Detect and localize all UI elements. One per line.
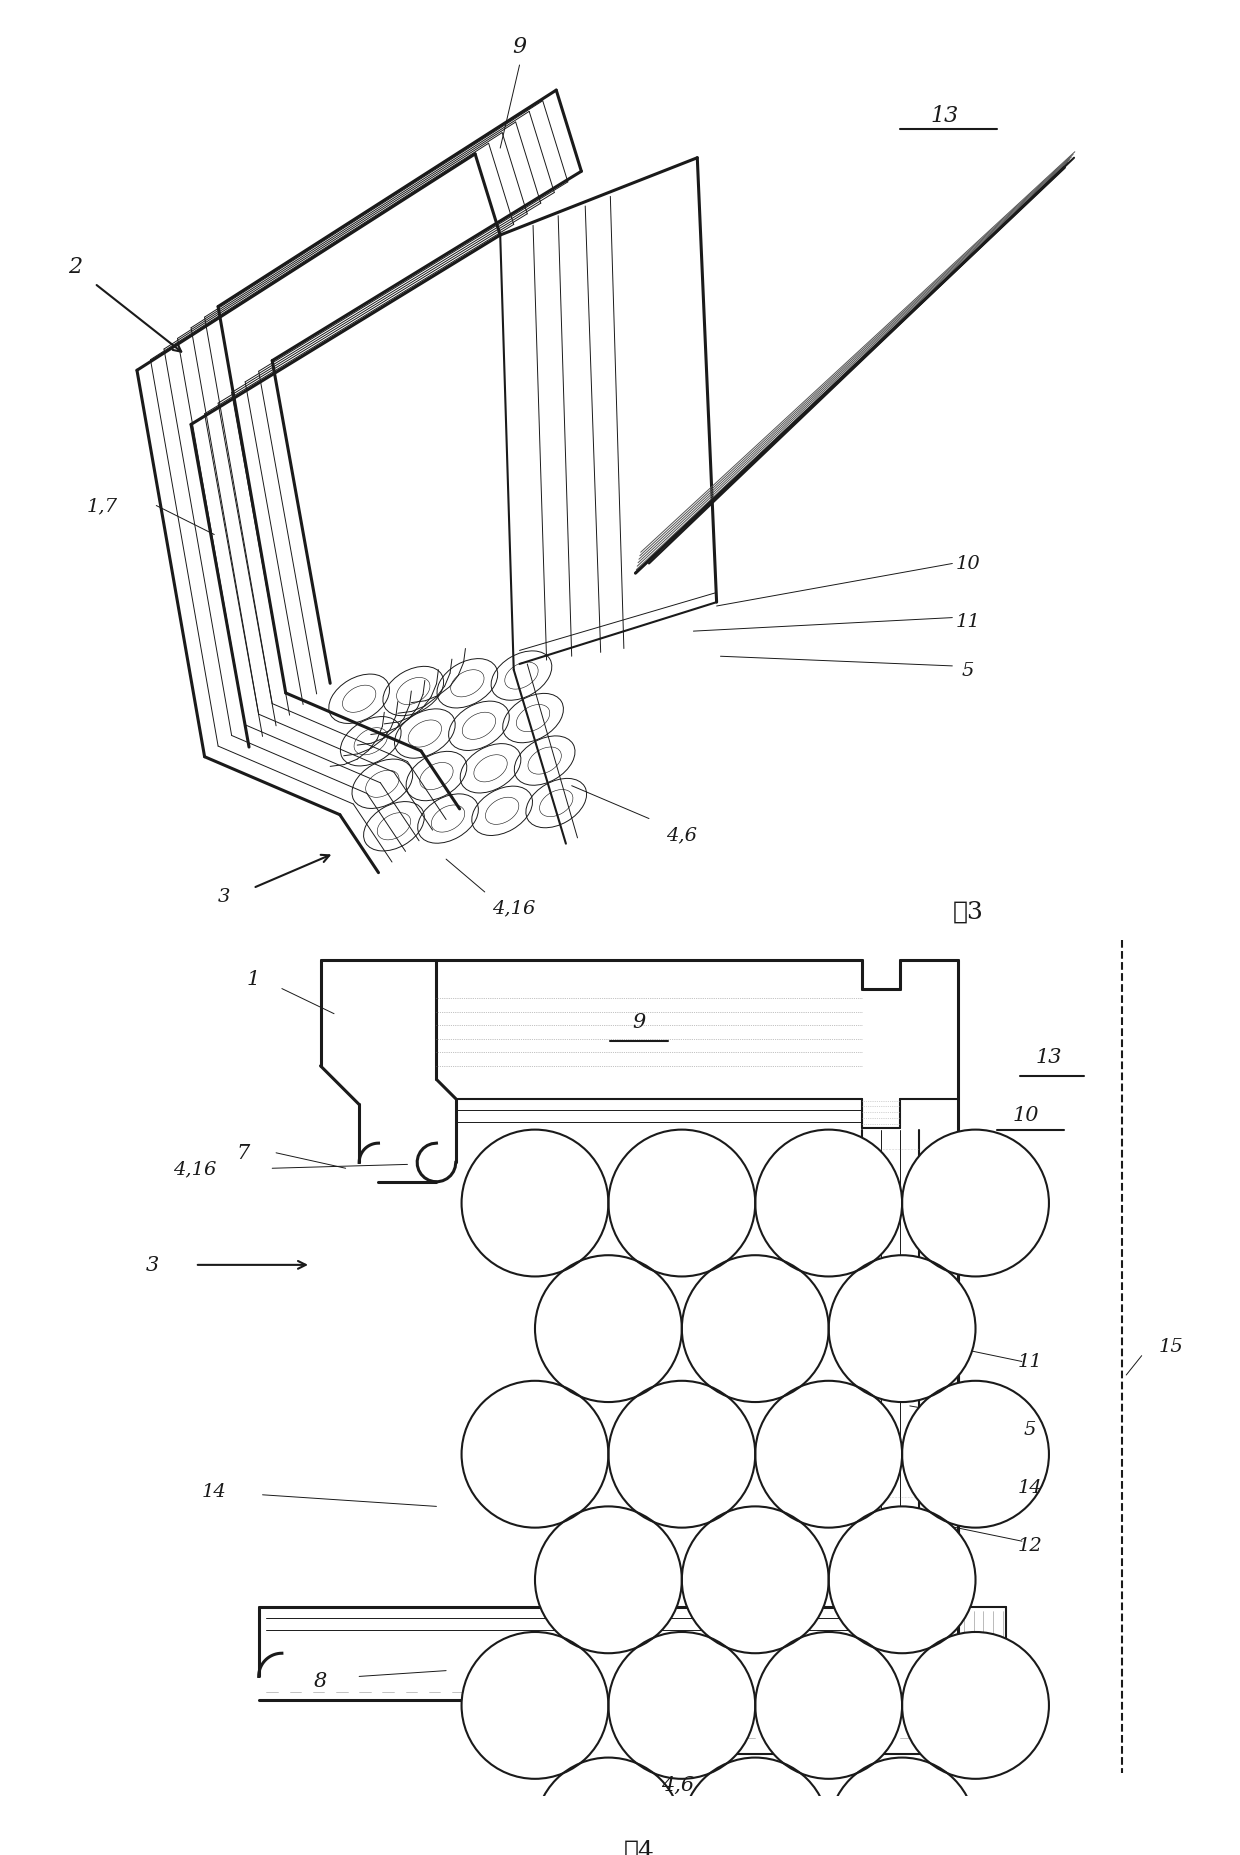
Circle shape (828, 1256, 976, 1402)
Text: 4,6: 4,6 (666, 825, 697, 844)
Circle shape (901, 1130, 1049, 1276)
Text: 7: 7 (237, 1145, 249, 1163)
Circle shape (461, 1130, 609, 1276)
Circle shape (755, 1382, 901, 1529)
Text: 5: 5 (961, 662, 973, 679)
Circle shape (609, 1632, 755, 1779)
Text: 1,7: 1,7 (87, 497, 118, 516)
Text: 10: 10 (1013, 1106, 1039, 1124)
Text: 12: 12 (1017, 1536, 1042, 1554)
Circle shape (609, 1382, 755, 1529)
Circle shape (682, 1759, 828, 1855)
Text: 4,16: 4,16 (492, 900, 536, 916)
Text: 9: 9 (632, 1013, 646, 1031)
Circle shape (534, 1759, 682, 1855)
Circle shape (609, 1130, 755, 1276)
Circle shape (461, 1632, 609, 1779)
Text: 3: 3 (146, 1256, 159, 1274)
Text: 10: 10 (955, 555, 980, 573)
Text: 图4: 图4 (624, 1838, 655, 1855)
Circle shape (755, 1632, 901, 1779)
Text: 14: 14 (1017, 1478, 1042, 1497)
Text: 1: 1 (247, 970, 259, 989)
Circle shape (534, 1256, 682, 1402)
Text: 11: 11 (955, 614, 980, 631)
Text: 9: 9 (512, 35, 527, 58)
Text: 13: 13 (1035, 1046, 1063, 1067)
Circle shape (755, 1130, 901, 1276)
Text: 8: 8 (314, 1671, 327, 1690)
Circle shape (828, 1506, 976, 1653)
Text: 11: 11 (1017, 1352, 1042, 1371)
Circle shape (901, 1382, 1049, 1529)
Text: 15: 15 (1158, 1337, 1183, 1356)
Circle shape (682, 1506, 828, 1653)
Text: 13: 13 (930, 106, 959, 128)
Text: 4,6: 4,6 (661, 1775, 694, 1794)
Text: 2: 2 (68, 256, 82, 278)
Text: 5: 5 (1023, 1421, 1035, 1438)
Circle shape (461, 1382, 609, 1529)
Text: 4,16: 4,16 (174, 1159, 217, 1178)
Text: 14: 14 (202, 1482, 227, 1501)
Circle shape (901, 1632, 1049, 1779)
Circle shape (682, 1256, 828, 1402)
Text: 3: 3 (218, 887, 231, 905)
Circle shape (828, 1759, 976, 1855)
Text: 图3: 图3 (952, 900, 983, 924)
Circle shape (534, 1506, 682, 1653)
